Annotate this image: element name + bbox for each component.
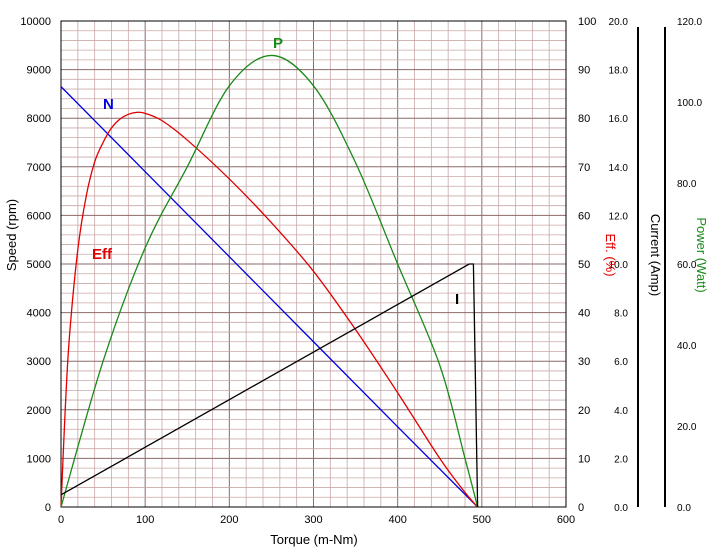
x-tick-label: 400 <box>388 514 406 526</box>
plot-border <box>60 20 567 508</box>
speed-tick-label: 8000 <box>27 113 51 125</box>
series-line-n <box>60 86 479 508</box>
series-line-i <box>60 263 479 508</box>
eff-tick-label: 60 <box>578 210 590 222</box>
series-label-i: I <box>455 291 459 308</box>
eff-tick-label: 30 <box>578 356 590 368</box>
current-tick-label: 2.0 <box>614 454 628 465</box>
current-tick-label: 16.0 <box>609 114 629 125</box>
eff-tick-label: 100 <box>578 16 596 28</box>
speed-tick-label: 7000 <box>27 162 51 174</box>
series-line-eff <box>60 111 479 508</box>
x-tick-label: 0 <box>58 514 64 526</box>
x-axis-title: Torque (m-Nm) <box>270 532 357 547</box>
speed-tick-label: 1000 <box>27 453 51 465</box>
series-line-p <box>60 54 479 508</box>
speed-tick-label: 9000 <box>27 65 51 77</box>
eff-tick-label: 90 <box>578 65 590 77</box>
speed-axis-ticks: 0 1000 2000 3000 4000 5000 6000 7000 8000 9000 100… <box>20 16 51 514</box>
current-tick-label: 18.0 <box>609 66 629 77</box>
speed-axis-title: Speed (rpm) <box>4 199 19 271</box>
speed-tick-label: 2000 <box>27 405 51 417</box>
eff-tick-label: 10 <box>578 453 590 465</box>
speed-tick-label: 5000 <box>27 259 51 271</box>
series-lines <box>60 54 479 508</box>
power-tick-label: 100.0 <box>677 98 702 109</box>
speed-tick-label: 6000 <box>27 210 51 222</box>
series-label-eff: Eff <box>92 246 113 263</box>
speed-tick-label: 3000 <box>27 356 51 368</box>
current-tick-label: 12.0 <box>609 211 629 222</box>
power-tick-label: 80.0 <box>677 179 697 190</box>
eff-tick-label: 50 <box>578 259 590 271</box>
eff-axis-ticks: 0 10 20 30 40 50 60 70 80 90 100 <box>578 16 596 514</box>
eff-tick-label: 80 <box>578 113 590 125</box>
eff-tick-label: 40 <box>578 308 590 320</box>
current-tick-label: 8.0 <box>614 309 628 320</box>
power-tick-label: 60.0 <box>677 260 697 271</box>
series-label-n: N <box>103 96 114 113</box>
speed-tick-label: 0 <box>45 502 51 514</box>
current-tick-label: 14.0 <box>609 163 629 174</box>
eff-axis-title: Eff. (%) <box>603 233 618 276</box>
current-tick-label: 6.0 <box>614 357 628 368</box>
power-axis: 0.0 20.0 40.0 60.0 80.0 100.0 120.0 <box>664 17 702 514</box>
power-axis-title: Power (Watt) <box>694 217 709 292</box>
plot-grid <box>60 20 567 508</box>
power-tick-label: 0.0 <box>677 503 691 514</box>
eff-tick-label: 70 <box>578 162 590 174</box>
current-tick-label: 4.0 <box>614 406 628 417</box>
power-tick-label: 120.0 <box>677 17 702 28</box>
eff-tick-label: 0 <box>578 502 584 514</box>
x-tick-label: 300 <box>304 514 322 526</box>
current-axis-title: Current (Amp) <box>648 214 663 296</box>
x-axis-ticks: 0 100 200 300 400 500 600 <box>58 514 575 526</box>
x-tick-label: 500 <box>473 514 491 526</box>
current-tick-label: 10.0 <box>609 260 629 271</box>
power-tick-label: 40.0 <box>677 341 697 352</box>
speed-tick-label: 10000 <box>20 16 51 28</box>
current-tick-label: 20.0 <box>609 17 629 28</box>
eff-tick-label: 20 <box>578 405 590 417</box>
current-tick-label: 0.0 <box>614 503 628 514</box>
series-label-p: P <box>273 35 283 52</box>
x-tick-label: 200 <box>220 514 238 526</box>
plot-frame <box>60 20 567 508</box>
speed-tick-label: 4000 <box>27 308 51 320</box>
current-axis: 0.0 2.0 4.0 6.0 8.0 10.0 12.0 14.0 16.0 18.0 20.0 <box>609 17 639 514</box>
x-tick-label: 600 <box>557 514 575 526</box>
x-tick-label: 100 <box>136 514 154 526</box>
power-tick-label: 20.0 <box>677 422 697 433</box>
